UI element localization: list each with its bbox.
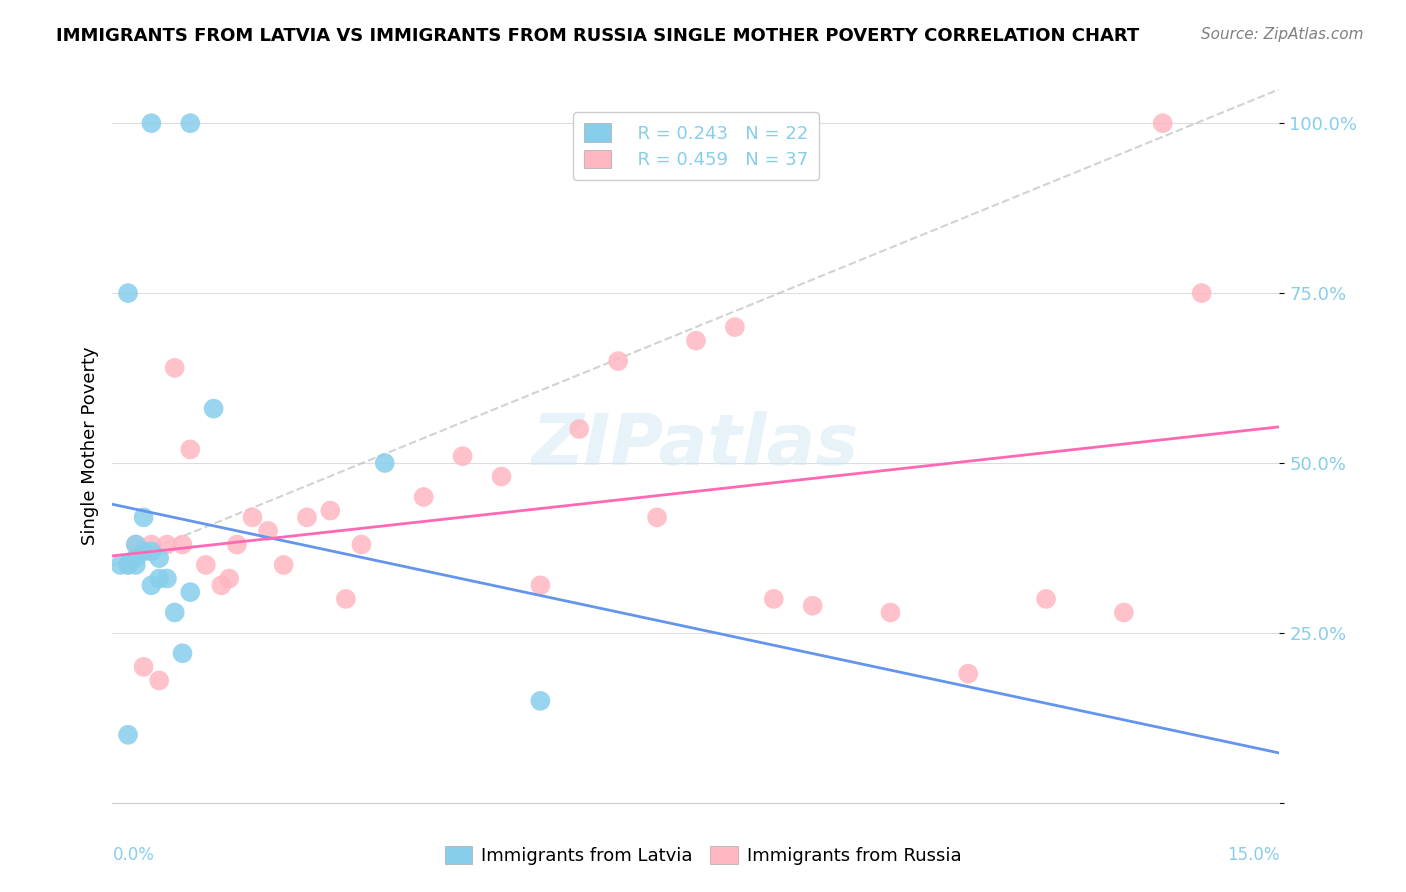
Immigrants from Russia bbox=[148, 673, 170, 688]
Immigrants from Russia bbox=[879, 606, 901, 620]
Immigrants from Russia bbox=[607, 354, 630, 368]
Immigrants from Russia bbox=[1035, 591, 1057, 606]
Immigrants from Russia bbox=[172, 537, 194, 551]
Immigrants from Latvia bbox=[148, 551, 170, 566]
Immigrants from Russia bbox=[1152, 116, 1174, 130]
Immigrants from Russia bbox=[724, 320, 747, 334]
Immigrants from Russia bbox=[762, 591, 785, 606]
Immigrants from Latvia bbox=[125, 558, 148, 572]
Immigrants from Russia bbox=[685, 334, 707, 348]
Immigrants from Russia bbox=[117, 558, 139, 572]
Immigrants from Latvia bbox=[374, 456, 396, 470]
Immigrants from Russia bbox=[295, 510, 318, 524]
Immigrants from Latvia bbox=[156, 572, 179, 586]
Immigrants from Latvia bbox=[125, 537, 148, 551]
Y-axis label: Single Mother Poverty: Single Mother Poverty bbox=[80, 347, 98, 545]
Legend: Immigrants from Latvia, Immigrants from Russia: Immigrants from Latvia, Immigrants from … bbox=[436, 837, 970, 874]
Immigrants from Latvia bbox=[141, 116, 163, 130]
Immigrants from Latvia bbox=[172, 646, 194, 660]
Immigrants from Latvia bbox=[141, 578, 163, 592]
Immigrants from Latvia bbox=[125, 551, 148, 566]
Immigrants from Latvia bbox=[179, 585, 201, 599]
Immigrants from Russia bbox=[451, 449, 474, 463]
Immigrants from Russia bbox=[156, 537, 179, 551]
Text: ZIPatlas: ZIPatlas bbox=[533, 411, 859, 481]
Immigrants from Russia bbox=[645, 510, 668, 524]
Immigrants from Russia bbox=[179, 442, 201, 457]
Immigrants from Russia bbox=[194, 558, 217, 572]
Immigrants from Russia bbox=[568, 422, 591, 436]
Immigrants from Latvia bbox=[179, 116, 201, 130]
Immigrants from Russia bbox=[1191, 286, 1213, 301]
Immigrants from Russia bbox=[132, 660, 155, 674]
Legend:   R = 0.243   N = 22,   R = 0.459   N = 37: R = 0.243 N = 22, R = 0.459 N = 37 bbox=[574, 112, 818, 180]
Immigrants from Latvia bbox=[117, 728, 139, 742]
Immigrants from Russia bbox=[491, 469, 513, 483]
Immigrants from Latvia bbox=[529, 694, 551, 708]
Immigrants from Russia bbox=[529, 578, 551, 592]
Immigrants from Russia bbox=[335, 591, 357, 606]
Text: Source: ZipAtlas.com: Source: ZipAtlas.com bbox=[1201, 27, 1364, 42]
Immigrants from Russia bbox=[218, 572, 240, 586]
Immigrants from Latvia bbox=[110, 558, 132, 572]
Immigrants from Russia bbox=[273, 558, 295, 572]
Immigrants from Latvia bbox=[148, 572, 170, 586]
Immigrants from Russia bbox=[125, 537, 148, 551]
Text: IMMIGRANTS FROM LATVIA VS IMMIGRANTS FROM RUSSIA SINGLE MOTHER POVERTY CORRELATI: IMMIGRANTS FROM LATVIA VS IMMIGRANTS FRO… bbox=[56, 27, 1139, 45]
Immigrants from Russia bbox=[319, 503, 342, 517]
Immigrants from Latvia bbox=[141, 544, 163, 558]
Immigrants from Russia bbox=[242, 510, 264, 524]
Immigrants from Russia bbox=[1112, 606, 1135, 620]
Immigrants from Russia bbox=[141, 537, 163, 551]
Immigrants from Russia bbox=[350, 537, 373, 551]
Immigrants from Russia bbox=[163, 360, 186, 375]
Text: 15.0%: 15.0% bbox=[1227, 846, 1279, 863]
Immigrants from Russia bbox=[801, 599, 824, 613]
Immigrants from Latvia bbox=[163, 606, 186, 620]
Immigrants from Russia bbox=[412, 490, 434, 504]
Immigrants from Latvia bbox=[117, 558, 139, 572]
Immigrants from Russia bbox=[257, 524, 280, 538]
Immigrants from Russia bbox=[209, 578, 232, 592]
Immigrants from Latvia bbox=[132, 544, 155, 558]
Immigrants from Russia bbox=[226, 537, 249, 551]
Immigrants from Latvia bbox=[117, 286, 139, 301]
Immigrants from Russia bbox=[957, 666, 980, 681]
Immigrants from Latvia bbox=[202, 401, 225, 416]
Immigrants from Latvia bbox=[132, 510, 155, 524]
Text: 0.0%: 0.0% bbox=[112, 846, 155, 863]
